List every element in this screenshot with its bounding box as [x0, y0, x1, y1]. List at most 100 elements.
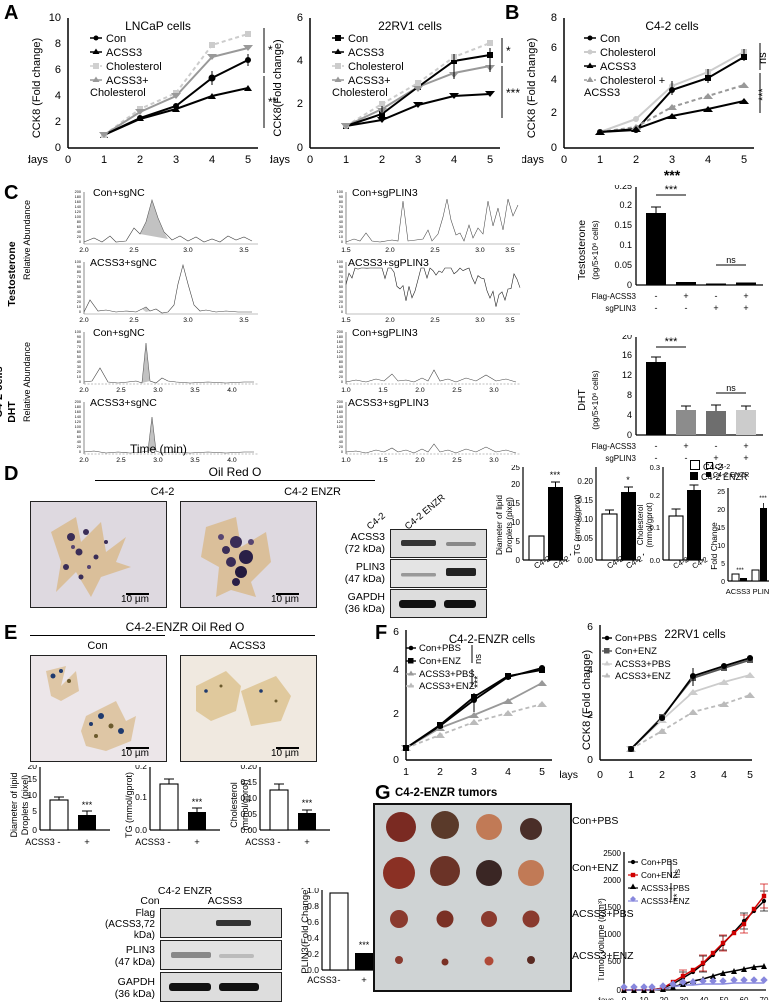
svg-text:ACSS3: ACSS3: [600, 61, 636, 73]
svg-text:***: ***: [736, 567, 744, 574]
svg-text:3.5: 3.5: [239, 317, 249, 324]
svg-text:12: 12: [622, 370, 632, 380]
svg-text:0: 0: [551, 142, 557, 154]
svg-text:0: 0: [627, 430, 632, 440]
svg-text:70: 70: [339, 205, 343, 209]
svg-text:10: 10: [339, 235, 343, 239]
svg-text:50: 50: [77, 355, 81, 359]
svg-text:1.5: 1.5: [341, 247, 351, 254]
svg-text:15: 15: [717, 525, 725, 532]
svg-text:Diameter of lipid: Diameter of lipid: [10, 772, 19, 837]
svg-text:5: 5: [245, 154, 251, 166]
svg-text:0: 0: [341, 310, 343, 314]
svg-text:2.5: 2.5: [452, 387, 462, 394]
svg-text:20: 20: [339, 445, 343, 449]
svg-text:10 µm: 10 µm: [271, 748, 299, 759]
svg-text:2: 2: [633, 154, 639, 166]
svg-text:200: 200: [337, 400, 343, 404]
svg-text:2.0: 2.0: [79, 247, 89, 254]
svg-text:6: 6: [551, 42, 557, 54]
svg-text:200: 200: [75, 190, 81, 194]
svg-text:80: 80: [77, 220, 81, 224]
svg-text:days: days: [598, 995, 614, 1000]
svg-text:100: 100: [337, 260, 343, 264]
svg-text:80: 80: [339, 430, 343, 434]
svg-text:***: ***: [665, 185, 679, 196]
svg-text:40: 40: [77, 360, 81, 364]
svg-text:10 µm: 10 µm: [121, 748, 149, 759]
svg-text:0.05: 0.05: [240, 809, 257, 819]
svg-text:40: 40: [77, 440, 81, 444]
svg-text:ACSS3: ACSS3: [106, 47, 142, 59]
svg-text:60: 60: [77, 280, 81, 284]
svg-text:2: 2: [297, 98, 303, 110]
svg-text:90: 90: [339, 195, 343, 199]
svg-text:6: 6: [297, 12, 303, 24]
svg-text:-: -: [715, 441, 718, 451]
svg-text:90: 90: [77, 335, 81, 339]
svg-text:70: 70: [77, 275, 81, 279]
svg-text:0.0: 0.0: [135, 825, 147, 835]
svg-text:100: 100: [75, 260, 81, 264]
svg-text:1: 1: [597, 154, 603, 166]
svg-text:0.10: 0.10: [577, 515, 593, 524]
svg-text:20: 20: [28, 765, 38, 771]
svg-text:0: 0: [65, 154, 71, 166]
svg-text:ACSS3+: ACSS3+: [348, 75, 391, 87]
svg-text:30: 30: [77, 365, 81, 369]
svg-text:30: 30: [339, 225, 343, 229]
svg-text:80: 80: [77, 270, 81, 274]
svg-text:2.5: 2.5: [452, 457, 462, 464]
svg-text:180: 180: [75, 195, 81, 199]
svg-text:0.2: 0.2: [650, 491, 660, 500]
svg-text:1: 1: [403, 766, 409, 778]
svg-text:100: 100: [75, 215, 81, 219]
svg-text:20: 20: [339, 300, 343, 304]
svg-text:10 µm: 10 µm: [121, 594, 149, 605]
svg-text:80: 80: [339, 270, 343, 274]
svg-text:+: +: [713, 303, 718, 313]
svg-text:+: +: [194, 837, 200, 848]
svg-text:4: 4: [55, 90, 61, 102]
svg-text:2.5: 2.5: [129, 317, 139, 324]
svg-text:0.00: 0.00: [240, 825, 257, 835]
svg-text:-: -: [655, 291, 658, 301]
svg-text:60: 60: [339, 210, 343, 214]
svg-text:6: 6: [587, 621, 593, 633]
svg-text:4: 4: [451, 154, 457, 166]
svg-text:2500: 2500: [603, 850, 621, 858]
svg-text:-: -: [685, 453, 688, 463]
svg-text:+: +: [84, 837, 90, 848]
svg-text:DHT: DHT: [6, 401, 18, 423]
svg-text:C4-2-ENZR cells: C4-2-ENZR cells: [449, 634, 536, 646]
svg-text:10 µm: 10 µm: [271, 594, 299, 605]
svg-text:0.00: 0.00: [577, 556, 593, 565]
svg-text:1.5: 1.5: [341, 317, 351, 324]
svg-text:0.2: 0.2: [135, 765, 147, 771]
svg-text:10: 10: [28, 790, 38, 800]
svg-text:0.8: 0.8: [307, 901, 319, 911]
svg-text:0: 0: [307, 154, 313, 166]
svg-text:2.0: 2.0: [385, 317, 395, 324]
svg-text:+: +: [304, 837, 310, 848]
svg-text:1.5: 1.5: [378, 387, 388, 394]
svg-text:30: 30: [339, 295, 343, 299]
svg-text:20: 20: [622, 335, 632, 341]
svg-text:0: 0: [79, 240, 81, 244]
svg-text:1.0: 1.0: [307, 888, 319, 895]
svg-text:0: 0: [627, 280, 632, 290]
svg-text:***: ***: [757, 87, 769, 101]
svg-text:140: 140: [75, 415, 81, 419]
svg-text:Tumor volume (mm³): Tumor volume (mm³): [598, 898, 606, 982]
svg-text:2: 2: [551, 107, 557, 119]
svg-text:LNCaP cells: LNCaP cells: [125, 19, 191, 33]
svg-text:5: 5: [721, 561, 725, 568]
svg-text:0: 0: [393, 754, 399, 766]
svg-text:***: ***: [664, 167, 681, 183]
svg-text:***: ***: [506, 86, 520, 100]
svg-text:4.0: 4.0: [227, 457, 237, 464]
svg-text:-: -: [57, 837, 60, 848]
svg-text:ACSS3+PBS: ACSS3+PBS: [641, 883, 690, 893]
svg-text:Cholesterol +: Cholesterol +: [600, 75, 665, 87]
svg-text:*: *: [506, 44, 511, 58]
